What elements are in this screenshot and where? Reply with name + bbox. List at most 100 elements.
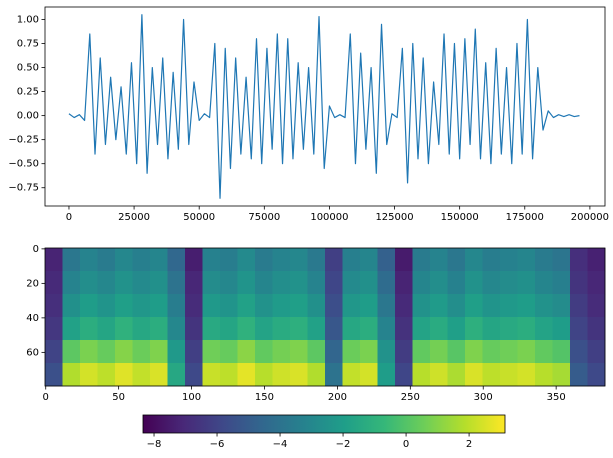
heatmap-cell — [255, 294, 273, 318]
heatmap-cell — [97, 340, 116, 364]
heatmap-cell — [185, 294, 203, 318]
heatmap-cell — [430, 317, 448, 341]
heatmap-cell — [535, 248, 553, 272]
heatmap-cell — [500, 271, 518, 295]
heatmap-cell — [220, 248, 238, 272]
colorbar-tick-label: −8 — [147, 439, 162, 450]
y-tick-label: 0 — [33, 244, 39, 255]
axes-frame — [44, 6, 606, 207]
heatmap-cell — [587, 294, 606, 318]
heatmap-cell — [290, 248, 308, 272]
heatmap-cell — [465, 271, 483, 295]
heatmap-cells — [45, 248, 606, 387]
heatmap-cell — [377, 363, 396, 387]
heatmap-cell — [237, 340, 256, 364]
heatmap-cell — [482, 271, 501, 295]
heatmap-cell — [150, 271, 168, 295]
heatmap-cell — [62, 317, 81, 341]
heatmap-cell — [115, 340, 133, 364]
heatmap-cell — [185, 271, 203, 295]
heatmap-cell — [430, 363, 448, 387]
heatmap-cell — [290, 363, 308, 387]
heatmap-cell — [535, 363, 553, 387]
heatmap-cell — [307, 271, 326, 295]
x-tick-label: 0 — [66, 212, 72, 223]
heatmap-cell — [132, 248, 151, 272]
heatmap-cell — [237, 271, 256, 295]
heatmap-cell — [570, 294, 588, 318]
heatmap-cell — [185, 317, 203, 341]
heatmap-cell — [132, 363, 151, 387]
heatmap-cell — [412, 294, 431, 318]
heatmap-cell — [360, 271, 378, 295]
heatmap-cell — [272, 317, 291, 341]
heatmap-cell — [377, 294, 396, 318]
heatmap-cell — [185, 340, 203, 364]
x-tick-label: 0 — [43, 392, 49, 403]
heatmap-cell — [430, 248, 448, 272]
heatmap-cell — [62, 248, 81, 272]
heatmap-cell — [202, 271, 221, 295]
heatmap-cell — [360, 294, 378, 318]
heatmap-cell — [535, 294, 553, 318]
heatmap-cell — [272, 271, 291, 295]
heatmap-cell — [482, 340, 501, 364]
heatmap-cell — [132, 317, 151, 341]
heatmap-cell — [570, 248, 588, 272]
heatmap-cell — [307, 294, 326, 318]
heatmap-cell — [80, 294, 98, 318]
heatmap-cell — [465, 363, 483, 387]
colorbar-tick-label: −2 — [336, 439, 351, 450]
heatmap-cell — [272, 363, 291, 387]
heatmap-cell — [482, 363, 501, 387]
heatmap-cell — [447, 294, 466, 318]
heatmap-cell — [45, 340, 63, 364]
heatmap-cell — [430, 294, 448, 318]
colorbar — [143, 415, 505, 433]
heatmap-cell — [202, 248, 221, 272]
x-tick-label: 25000 — [118, 212, 150, 223]
heatmap-cell — [115, 271, 133, 295]
y-tick-label: −0.25 — [8, 135, 39, 146]
heatmap-cell — [307, 340, 326, 364]
colorbar-tick-label: 0 — [403, 439, 409, 450]
heatmap-cell — [430, 271, 448, 295]
y-tick-label: −0.50 — [8, 159, 39, 170]
heatmap-cell — [517, 248, 536, 272]
heatmap-cell — [220, 271, 238, 295]
y-tick-label: 20 — [26, 278, 39, 289]
heatmap-cell — [220, 317, 238, 341]
heatmap-cell — [220, 294, 238, 318]
heatmap-cell — [325, 317, 343, 341]
x-tick-label: 100 — [182, 392, 201, 403]
heatmap-cell — [255, 317, 273, 341]
heatmap-cell — [272, 294, 291, 318]
x-tick-label: 300 — [474, 392, 493, 403]
heatmap-cell — [45, 271, 63, 295]
heatmap-cell — [395, 340, 413, 364]
heatmap-cell — [167, 271, 186, 295]
colorbar-tick-label: −4 — [273, 439, 288, 450]
y-tick-label: 40 — [26, 313, 39, 324]
y-tick-label: 0.00 — [17, 111, 39, 122]
x-tick-label: 125000 — [375, 212, 413, 223]
heatmap-cell — [342, 363, 361, 387]
heatmap-cell — [360, 363, 378, 387]
heatmap-cell — [62, 340, 81, 364]
heatmap-cell — [465, 294, 483, 318]
heatmap-cell — [447, 363, 466, 387]
heatmap-cell — [255, 248, 273, 272]
heatmap-cell — [587, 248, 606, 272]
heatmap-cell — [167, 248, 186, 272]
heatmap-cell — [202, 294, 221, 318]
heatmap-cell — [290, 271, 308, 295]
heatmap-cell — [552, 294, 571, 318]
heatmap-cell — [237, 317, 256, 341]
colorbar-frame — [142, 414, 506, 434]
heatmap-cell — [552, 363, 571, 387]
heatmap-cell — [342, 340, 361, 364]
heatmap-cell — [482, 317, 501, 341]
heatmap-cell — [517, 271, 536, 295]
heatmap-cell — [80, 248, 98, 272]
